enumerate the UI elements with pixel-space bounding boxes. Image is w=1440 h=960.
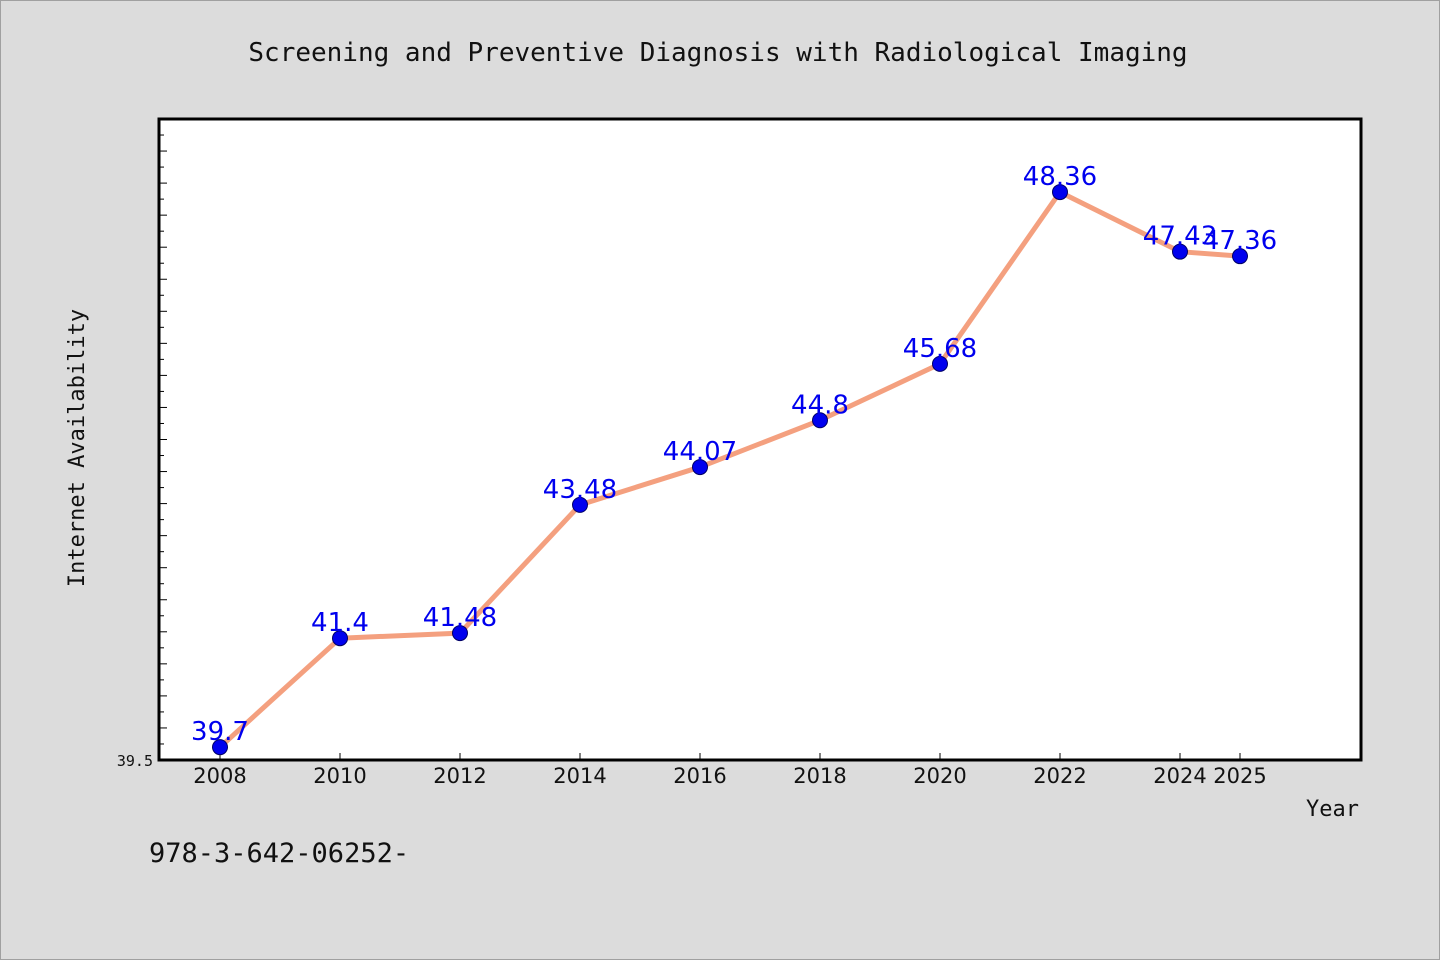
data-point: [1052, 184, 1068, 201]
y-axis-label: Internet Availability: [65, 309, 90, 587]
x-axis-label: Year: [1306, 797, 1359, 822]
x-tick-label: 2010: [313, 764, 366, 788]
data-label: 41.4: [311, 608, 369, 638]
y-axis-ticks: [159, 134, 167, 745]
chart-title: Screening and Preventive Diagnosis with …: [248, 38, 1187, 68]
data-label: 41.48: [423, 603, 497, 633]
data-label: 47.43: [1143, 222, 1217, 252]
x-tick-label: 2008: [193, 764, 246, 788]
data-label: 43.48: [543, 475, 617, 505]
x-tick-label: 2014: [553, 764, 606, 788]
data-point: [692, 459, 708, 476]
series-line-group: [217, 189, 1243, 750]
data-label: 44.07: [663, 437, 737, 467]
series-markers: [212, 184, 1248, 756]
y-axis-min-label: 39.5: [117, 752, 153, 770]
data-point: [1232, 248, 1248, 265]
data-point: [212, 739, 228, 756]
x-tick-label: 2022: [1033, 764, 1086, 788]
x-tick-label: 2018: [793, 764, 846, 788]
data-point: [932, 355, 948, 372]
x-axis-tick-labels: 2008 2010 2012 2014 2016 2018 2020 2022 2024 2025: [193, 764, 1266, 788]
data-point: [812, 412, 828, 429]
x-tick-label: 2016: [673, 764, 726, 788]
data-label: 44.8: [791, 390, 849, 420]
data-labels: 39.7 41.4 41.48 43.48 44.07 44.8 45.68 48.36 47.…: [191, 162, 1277, 747]
x-tick-label: 2024: [1153, 764, 1206, 788]
data-point: [332, 630, 348, 647]
data-point: [1172, 243, 1188, 260]
plot-area: [157, 117, 1363, 762]
x-tick-label: 2012: [433, 764, 486, 788]
data-label: 39.7: [191, 717, 249, 747]
data-label: 48.36: [1023, 162, 1097, 192]
x-axis-ticks: [219, 753, 1241, 760]
footer-isbn-text: 978-3-642-06252-: [149, 838, 409, 869]
data-label: 47.36: [1203, 226, 1277, 256]
x-tick-label: 2020: [913, 764, 966, 788]
data-label: 45.68: [903, 334, 977, 364]
data-point: [572, 496, 588, 513]
series-line: [217, 189, 1243, 750]
data-point: [452, 625, 468, 642]
x-tick-label: 2025: [1213, 764, 1266, 788]
